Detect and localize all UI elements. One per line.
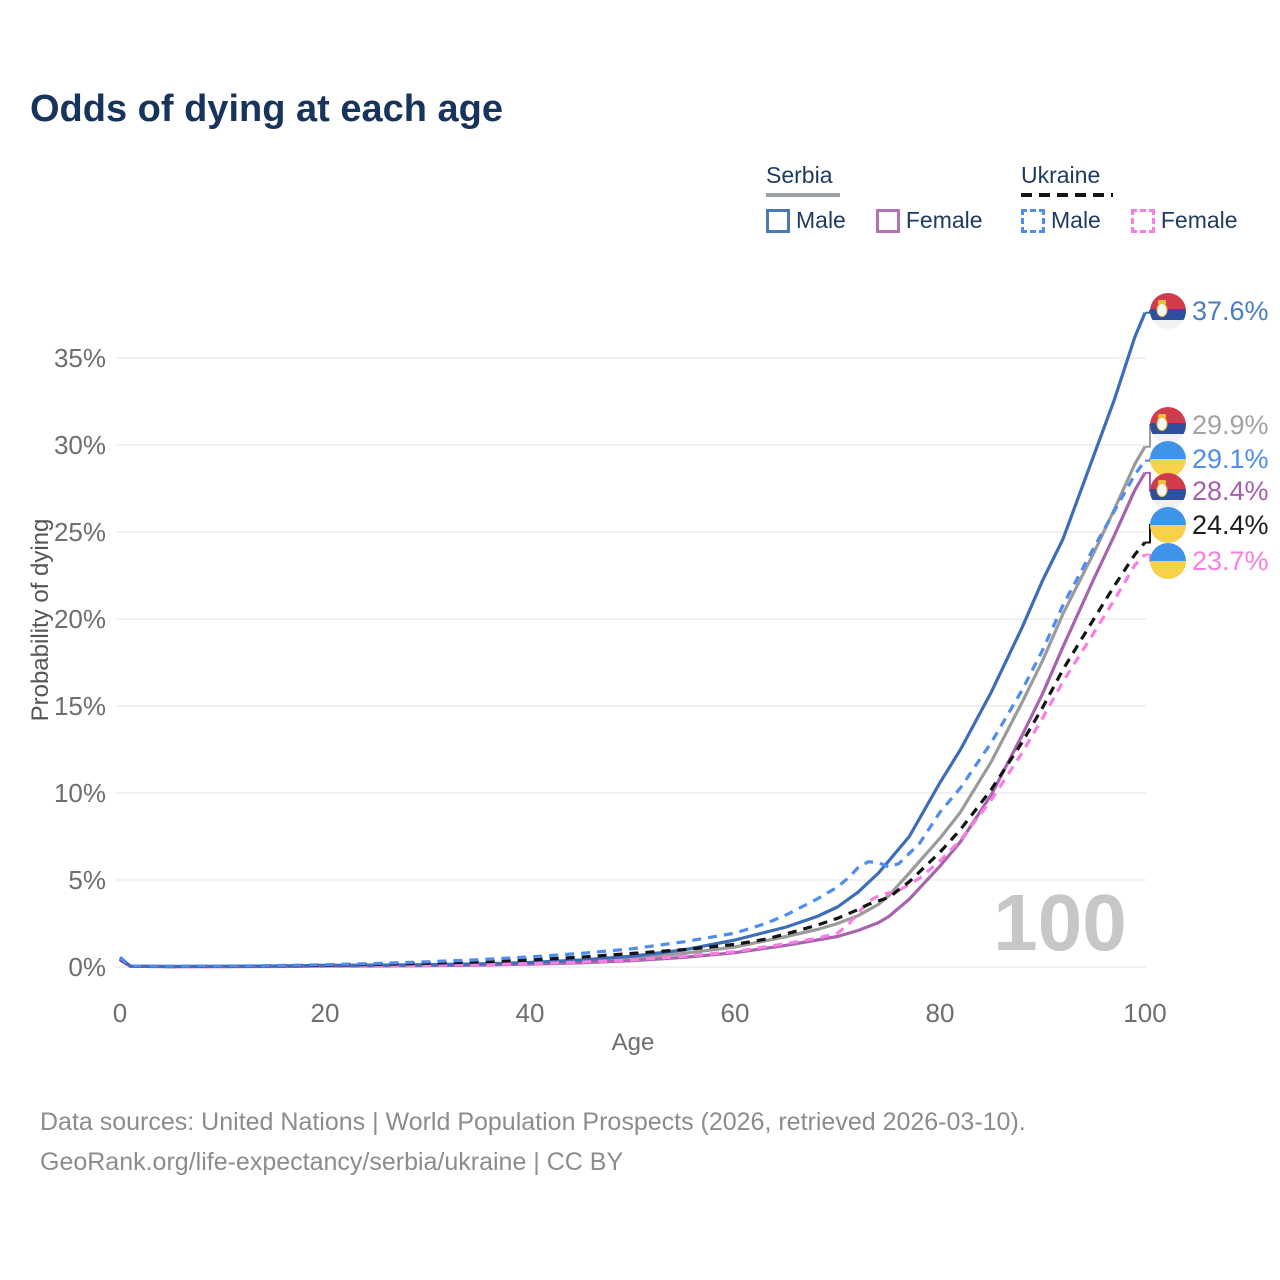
ukraine-flag-icon [1150, 441, 1186, 477]
y-tick-label: 15% [54, 691, 106, 721]
legend-group-ukraine: Ukraine Male Female [1021, 162, 1238, 234]
footer-attribution: GeoRank.org/life-expectancy/serbia/ukrai… [40, 1148, 624, 1176]
x-tick-label: 0 [113, 998, 127, 1028]
footer-data-sources: Data sources: United Nations | World Pop… [40, 1108, 1026, 1136]
legend-label-serbia-male: Male [796, 207, 846, 233]
y-tick-label: 10% [54, 778, 106, 808]
legend-ukraine-line-sample [1021, 193, 1113, 197]
end-value-label: 23.7% [1192, 546, 1269, 576]
legend-label-ukraine-male: Male [1051, 207, 1101, 233]
legend-country-serbia: Serbia [766, 162, 833, 188]
x-axis-title: Age [612, 1029, 655, 1056]
ukraine-flag-icon [1150, 507, 1186, 543]
footer: Data sources: United Nations | World Pop… [40, 1102, 1026, 1182]
legend-swatch-ukraine-female [1130, 208, 1155, 233]
legend-label-ukraine-female: Female [1160, 207, 1238, 233]
end-value-label: 29.9% [1192, 410, 1269, 440]
y-tick-label: 25% [54, 517, 106, 547]
y-tick-label: 0% [68, 952, 106, 982]
legend-swatch-ukraine-male [1021, 208, 1045, 233]
x-tick-label: 40 [516, 998, 545, 1028]
age-watermark: 100 [993, 878, 1126, 967]
end-value-label: 29.1% [1192, 444, 1269, 474]
x-tick-label: 100 [1123, 998, 1166, 1028]
legend-serbia-line-sample [766, 193, 840, 197]
x-tick-label: 60 [721, 998, 750, 1028]
x-tick-label: 20 [311, 998, 340, 1028]
page-title: Odds of dying at each age [30, 88, 503, 130]
legend-label-serbia-female: Female [905, 207, 983, 233]
y-tick-label: 30% [54, 430, 106, 460]
series-line-serbia-male [118, 312, 1147, 969]
legend-swatch-serbia-female [875, 208, 900, 233]
legend-group-serbia: Serbia Male Female [766, 162, 983, 234]
serbia-flag-icon [1150, 473, 1186, 509]
series-line-ukraine-male [119, 459, 1147, 968]
x-tick-label: 80 [926, 998, 955, 1028]
series-line-ukraine-both-sexes [119, 541, 1147, 969]
series-line-serbia-female [119, 471, 1147, 969]
legend-swatch-serbia-male [766, 208, 790, 233]
y-tick-label: 20% [54, 604, 106, 634]
y-axis-title: Probability of dying [27, 519, 54, 722]
end-value-label: 37.6% [1192, 296, 1269, 326]
serbia-flag-icon [1150, 407, 1186, 443]
y-tick-label: 35% [54, 343, 106, 373]
ukraine-flag-icon [1150, 543, 1186, 579]
end-value-label: 28.4% [1192, 476, 1269, 506]
y-tick-label: 5% [68, 865, 106, 895]
end-value-label: 24.4% [1192, 510, 1269, 540]
serbia-flag-icon [1150, 293, 1186, 329]
legend-country-ukraine: Ukraine [1021, 162, 1101, 188]
